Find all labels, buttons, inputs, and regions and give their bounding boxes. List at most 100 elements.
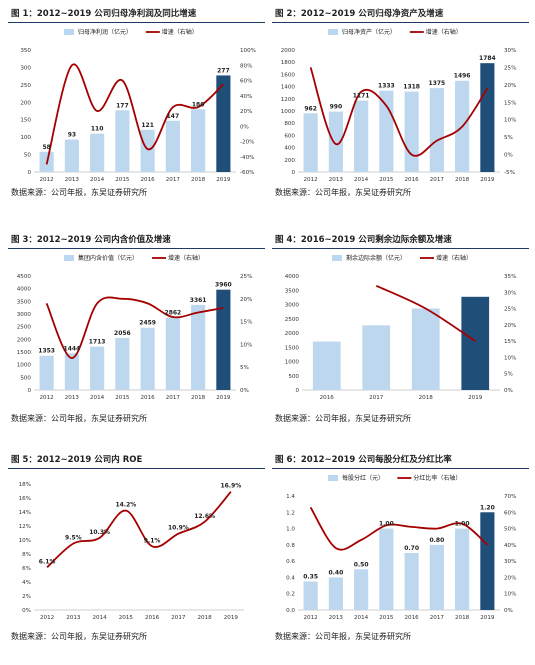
data-label: 1318 (403, 84, 420, 91)
x-axis-tick-label: 2016 (320, 395, 335, 401)
left-axis-tick-label: 0 (291, 170, 295, 176)
left-axis-tick-label: 800 (284, 121, 295, 127)
x-axis-tick-label: 2017 (166, 395, 181, 401)
left-axis-tick-label: 4% (22, 580, 31, 586)
bar (354, 569, 369, 610)
left-axis-tick-label: 1200 (281, 97, 296, 103)
bar (455, 528, 470, 610)
x-axis-tick-label: 2019 (216, 177, 231, 183)
chart-panel-4: 图 4：2016~2019 公司剩余边际余额及增速 0 500 1000 1500 20… (272, 230, 529, 445)
bar (90, 133, 105, 172)
title-rule (272, 248, 529, 249)
right-axis-tick-label: 70% (504, 494, 516, 500)
bar (461, 296, 490, 390)
bar (165, 317, 180, 390)
left-axis-tick-label: 1.4 (286, 494, 295, 500)
left-axis-tick-label: 150 (20, 118, 31, 124)
chart-source: 数据来源：公司年报，东吴证券研究所 (275, 414, 411, 423)
data-label: 58 (42, 144, 50, 151)
right-axis-tick-label: 0% (240, 388, 249, 394)
chart-6-svg: 0.0 0.2 0.4 0.6 0.8 1.0 1.2 1.4 0% 10% 20% 30% 40% 50… (286, 474, 516, 621)
data-label: 14.2% (115, 502, 136, 509)
bar (64, 139, 79, 172)
left-axis-tick-label: 0.6 (286, 559, 295, 565)
bar (480, 63, 495, 173)
right-axis-tick-label: 15% (240, 320, 252, 326)
chart-panel-5: 图 5：2012~2019 公司内 ROE 0% 2% 4% 6% 8% 10% 12% 14… (8, 450, 265, 665)
legend-label: 增速（右轴） (436, 254, 472, 262)
left-axis-tick-label: 1000 (281, 109, 296, 115)
data-label: 12.6% (194, 513, 215, 520)
left-axis-tick-label: 2000 (281, 48, 296, 54)
left-axis-tick-label: 3500 (285, 288, 300, 294)
left-axis-tick-label: 1.2 (286, 510, 295, 516)
x-axis-tick-label: 2015 (119, 615, 134, 621)
chart-source: 数据来源：公司年报，东吴证券研究所 (11, 632, 147, 641)
right-axis-tick-label: 40% (240, 94, 252, 100)
chart-3-svg: 0 500 1000 1500 2000 2500 3000 3500 4000 4500 0% 5%… (17, 254, 253, 401)
right-axis-tick-label: 50% (504, 527, 516, 533)
chart-title: 图 5：2012~2019 公司内 ROE (11, 455, 143, 465)
left-axis-tick-label: 10% (19, 538, 31, 544)
right-axis-tick-label: 30% (504, 559, 516, 565)
x-axis-tick-label: 2013 (65, 395, 80, 401)
x-axis-tick-label: 2018 (455, 177, 470, 183)
right-axis-tick-label: 25% (240, 274, 252, 280)
x-axis-tick-label: 2015 (379, 615, 394, 621)
growth-line (45, 296, 224, 360)
right-axis-tick-label: 15% (504, 339, 516, 345)
left-axis-tick-label: 50 (24, 153, 32, 159)
title-rule (272, 22, 529, 23)
legend-label: 增速（右轴） (426, 28, 462, 36)
right-axis-tick-label: 15% (504, 100, 516, 106)
x-axis-tick-label: 2014 (93, 615, 108, 621)
growth-line (46, 491, 232, 568)
bar (191, 304, 206, 390)
left-axis-tick-label: 350 (20, 48, 31, 54)
data-label: 10.9% (168, 525, 189, 532)
x-axis-tick-label: 2013 (65, 177, 80, 183)
legend-bar-swatch (64, 29, 74, 35)
chart-2-svg: 0 200 400 600 800 1000 1200 1400 1600 1800 2000 -5%… (281, 28, 517, 183)
right-axis-tick-label: 10% (504, 118, 516, 124)
data-label: 1353 (38, 348, 55, 355)
data-label: 9.5% (65, 535, 82, 542)
data-label: 6.1% (39, 558, 56, 565)
right-axis-tick-label: 0% (504, 608, 513, 614)
data-label: 177 (116, 102, 129, 109)
left-axis-tick-label: 1400 (281, 85, 296, 91)
bar (216, 289, 231, 390)
growth-line (375, 284, 476, 342)
bar (303, 581, 318, 610)
right-axis-tick-label: 0% (504, 153, 513, 159)
left-axis-tick-label: 1000 (17, 363, 32, 369)
bar (404, 91, 419, 172)
x-axis-tick-label: 2018 (419, 395, 434, 401)
legend-label: 每股分红（元） (342, 474, 384, 482)
data-label: 962 (304, 105, 317, 112)
title-rule (8, 468, 265, 469)
x-axis-tick-label: 2018 (455, 615, 470, 621)
chart-title: 图 4：2016~2019 公司剩余边际余额及增速 (275, 235, 452, 245)
chart-panel-3: 图 3：2012~2019 公司内含价值及增速 0 500 1000 1500 2000… (8, 230, 265, 445)
right-axis-tick-label: 5% (504, 135, 513, 141)
x-axis-tick-label: 2014 (90, 395, 105, 401)
chart-panel-6: 图 6：2012~2019 公司每股分红及分红比率 0.0 0.2 0.4 0.6 0.… (272, 450, 529, 665)
x-axis-tick-label: 2012 (304, 177, 318, 183)
left-axis-tick-label: 0.0 (286, 608, 295, 614)
bar (328, 577, 343, 610)
right-axis-tick-label: 20% (504, 575, 516, 581)
chart-title: 图 3：2012~2019 公司内含价值及增速 (11, 235, 171, 245)
chart-title-bar: 图 3：2012~2019 公司内含价值及增速 (8, 230, 265, 250)
left-axis-tick-label: 0 (295, 388, 299, 394)
x-axis-tick-label: 2018 (191, 177, 206, 183)
right-axis-tick-label: -5% (504, 170, 515, 176)
right-axis-tick-label: 10% (504, 355, 516, 361)
chart-5-svg: 0% 2% 4% 6% 8% 10% 12% 14% 16% 18% 2012 2013 2014 201… (19, 482, 244, 621)
legend-label: 归母净利润（亿元） (78, 28, 132, 36)
x-axis-tick-label: 2012 (40, 615, 54, 621)
left-axis-tick-label: 18% (19, 482, 31, 488)
right-axis-tick-label: 60% (240, 79, 252, 85)
left-axis-tick-label: 1.0 (286, 527, 295, 533)
x-axis-tick-label: 2015 (379, 177, 394, 183)
